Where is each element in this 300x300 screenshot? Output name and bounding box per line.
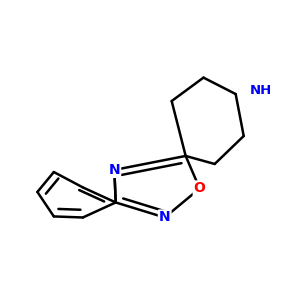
Text: N: N [159,211,170,224]
Text: N: N [109,163,120,177]
Text: NH: NH [250,84,272,97]
Text: O: O [194,182,206,196]
